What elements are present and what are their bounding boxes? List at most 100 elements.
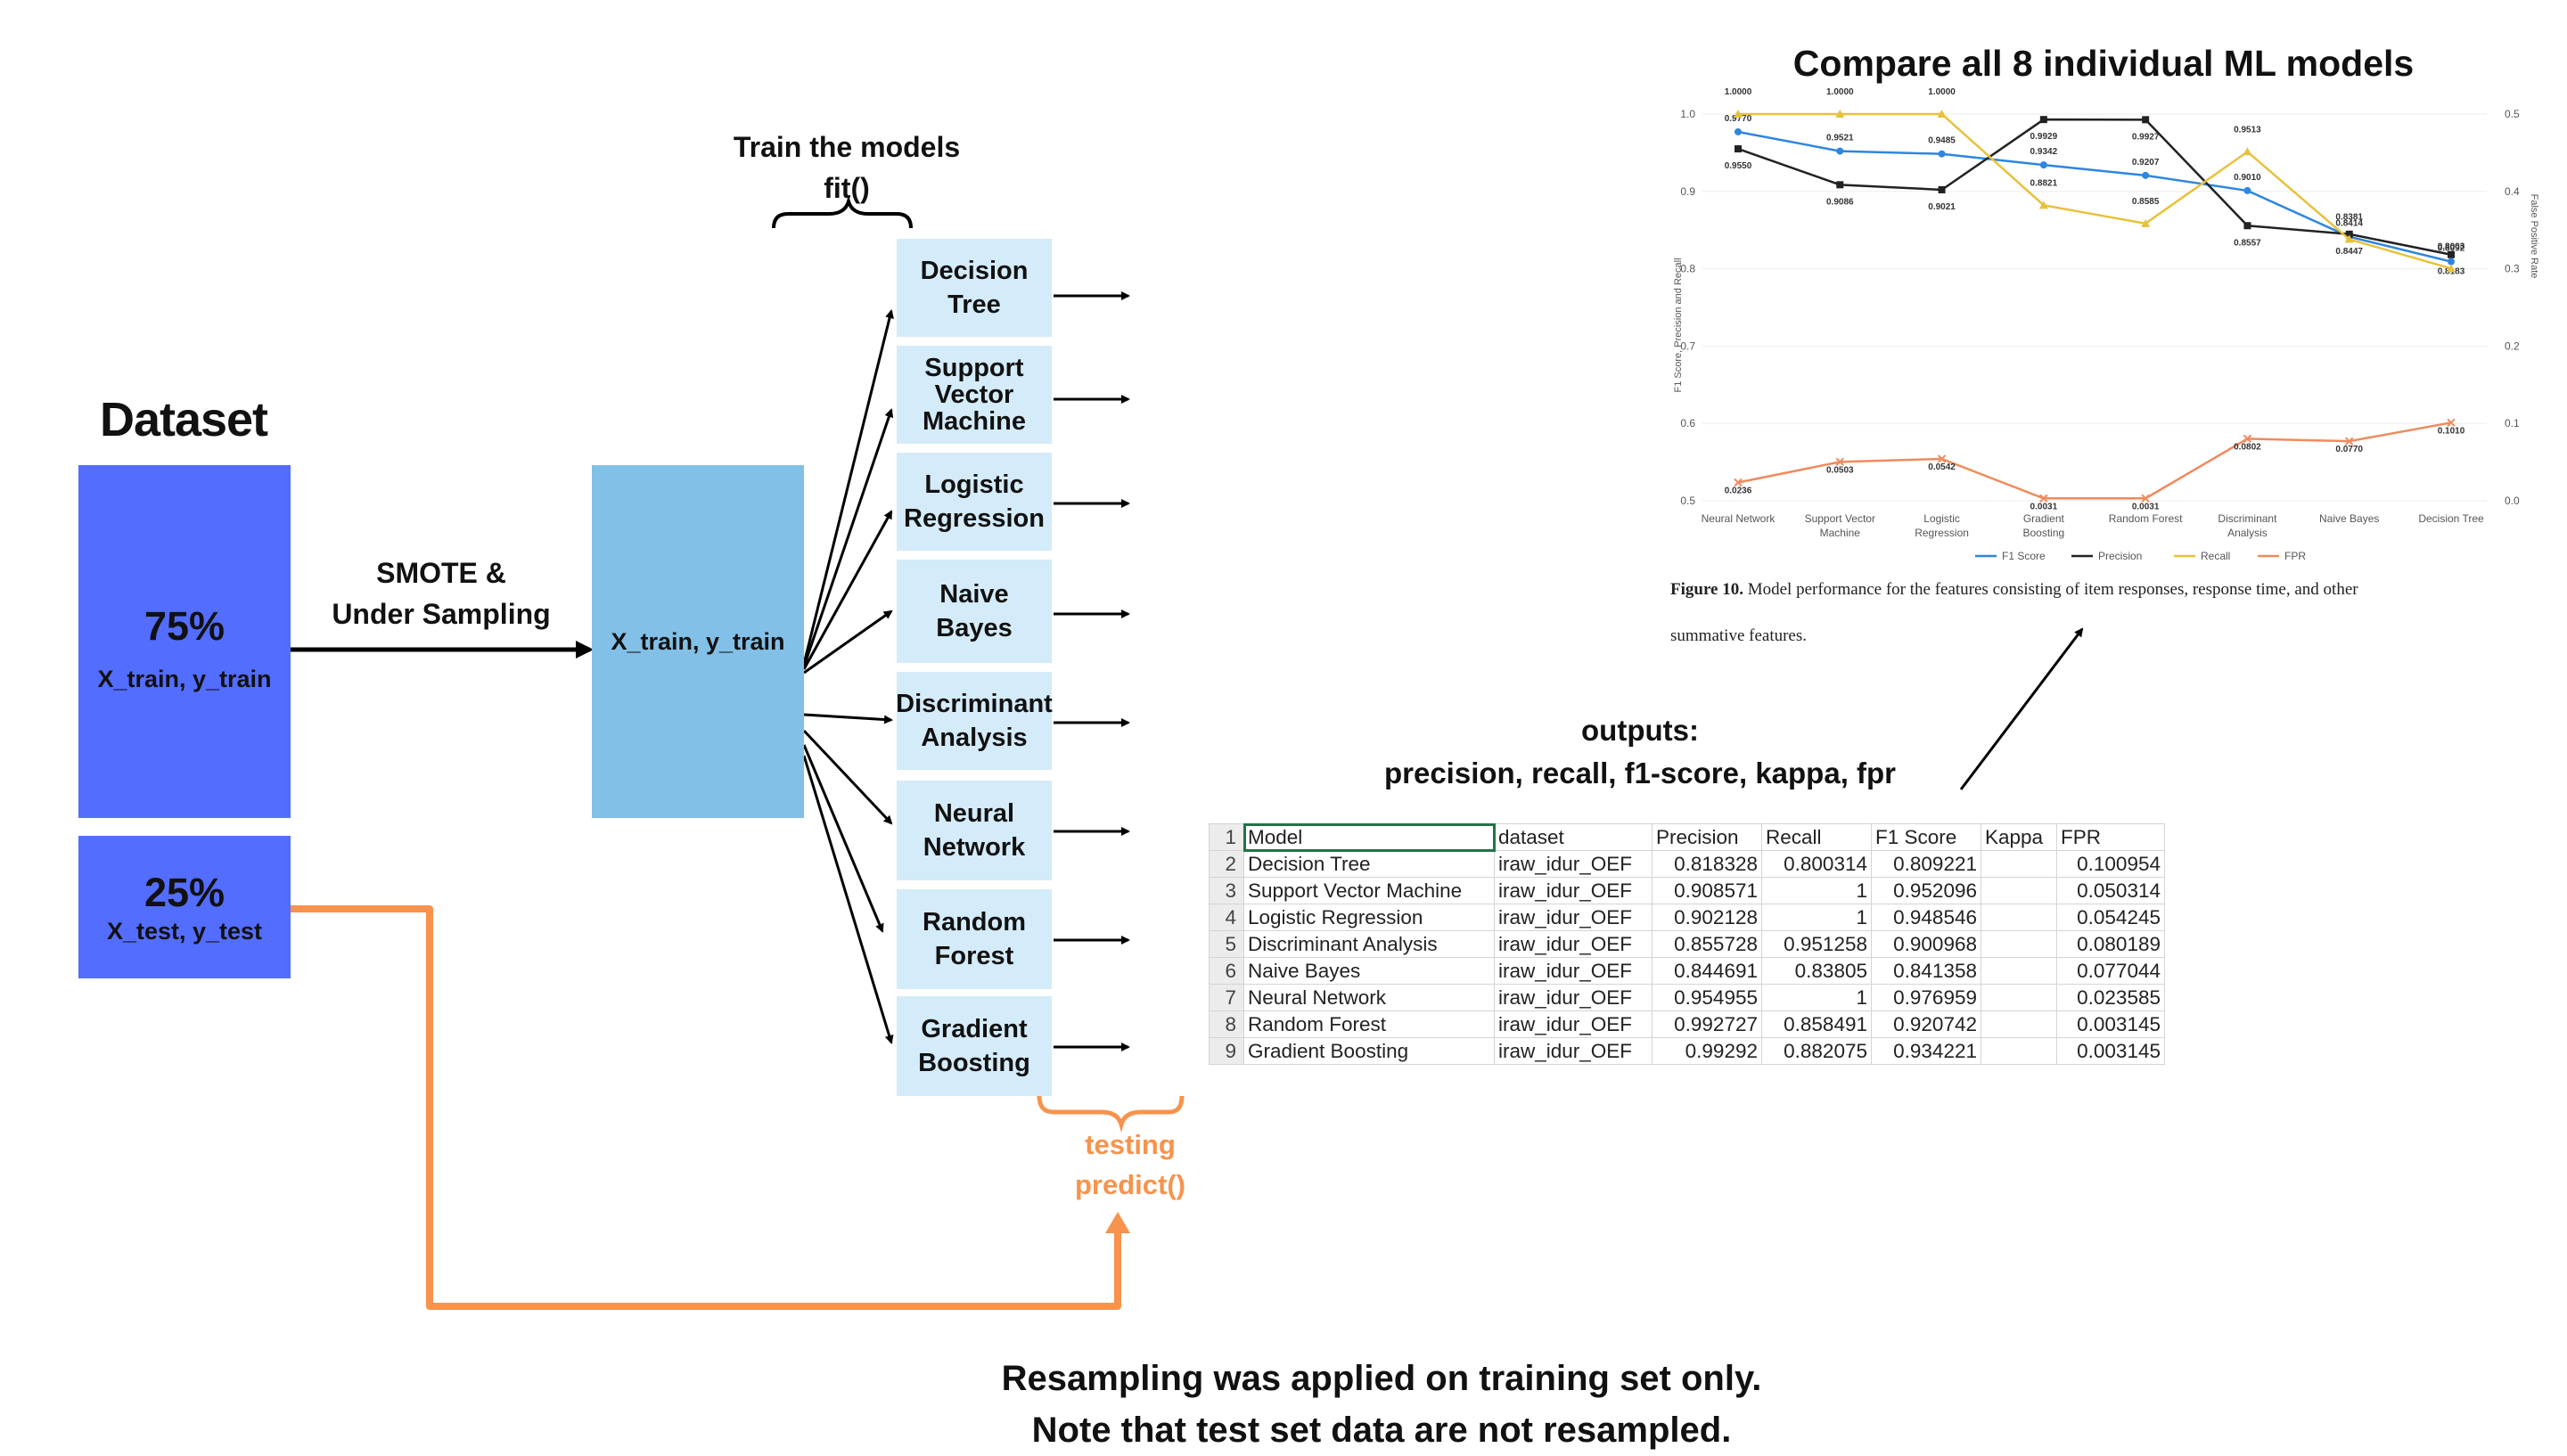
- table-cell: Gradient Boosting: [1243, 1037, 1495, 1065]
- table-cell: iraw_idur_OEF: [1494, 1037, 1653, 1065]
- model-line: Bayes: [936, 614, 1013, 642]
- train-pct: 75%: [144, 602, 226, 649]
- table-cell: Random Forest: [1243, 1010, 1495, 1038]
- table-cell: iraw_idur_OEF: [1494, 1010, 1653, 1038]
- note-line1: Resampling was applied on training set o…: [1001, 1359, 1762, 1398]
- table-cell: 0.809221: [1871, 850, 1981, 878]
- model-line: Naive: [939, 580, 1009, 609]
- fan-arrow-random-forest: [802, 744, 884, 933]
- row-number: 2: [1209, 850, 1244, 878]
- table-cell: 0.077044: [2056, 957, 2165, 985]
- table-cell: Naive Bayes: [1243, 957, 1495, 985]
- caption-line2: summative features.: [1670, 613, 2508, 659]
- model-box-discriminant-analysis: Discriminant Analysis: [896, 672, 1053, 770]
- row-number: 9: [1209, 1037, 1244, 1065]
- table-cell: 0.818328: [1652, 850, 1762, 878]
- row-number: 3: [1209, 877, 1244, 904]
- model-line: Gradient: [921, 1015, 1028, 1043]
- model-box-logistic-regression: Logistic Regression: [897, 453, 1052, 551]
- model-box-svm: Support Vector Machine: [897, 346, 1052, 444]
- results-table-body: 1 Model dataset Precision Recall F1 Score Kapp…: [1209, 822, 2165, 1065]
- table-cell: 1: [1761, 877, 1872, 904]
- train-label: X_train, y_train: [97, 665, 272, 692]
- table-cell: iraw_idur_OEF: [1494, 930, 1653, 958]
- testing-line2: predict(): [1075, 1169, 1185, 1200]
- table-cell: iraw_idur_OEF: [1494, 957, 1653, 985]
- table-cell: Discriminant Analysis: [1243, 930, 1495, 958]
- test-set-path: [291, 905, 1121, 1310]
- table-cell: 0.882075: [1761, 1037, 1872, 1065]
- table-header-cell: Precision: [1652, 823, 1762, 851]
- table-cell: 0.99292: [1652, 1037, 1762, 1065]
- table-cell: 0.050314: [2056, 877, 2165, 904]
- compare-title: Compare all 8 individual ML models: [1792, 43, 2415, 84]
- train-line2: fit(): [824, 172, 870, 204]
- resampling-line2: Under Sampling: [332, 598, 551, 630]
- table-cell: [1981, 1010, 2057, 1038]
- testing-brace: [1037, 1095, 1185, 1133]
- resampling-line1: SMOTE &: [376, 557, 506, 589]
- table-cell: iraw_idur_OEF: [1494, 877, 1653, 904]
- table-cell: 0.080189: [2056, 930, 2165, 958]
- model-line: Discriminant: [896, 690, 1053, 718]
- test-pct: 25%: [144, 869, 226, 915]
- table-row: 3 Support Vector Machine iraw_idur_OEF 0.90…: [1209, 877, 2165, 904]
- table-cell: Decision Tree: [1243, 850, 1495, 878]
- figure-caption: Figure 10. Model performance for the fea…: [1670, 567, 2508, 659]
- model-box-random-forest: Random Forest: [897, 889, 1052, 989]
- model-line: Logistic: [924, 470, 1024, 499]
- table-cell: 0.855728: [1652, 930, 1762, 958]
- testing-label: testing predict(): [1034, 1125, 1226, 1205]
- table-header-cell: Recall: [1761, 823, 1872, 851]
- test-label: X_test, y_test: [106, 917, 263, 945]
- table-cell: 0.948546: [1871, 904, 1981, 931]
- model-line: Boosting: [918, 1049, 1030, 1077]
- table-cell: Support Vector Machine: [1243, 877, 1495, 904]
- table-cell: 0.900968: [1871, 930, 1981, 958]
- table-cell: [1981, 877, 2057, 904]
- table-cell: 0.952096: [1871, 877, 1981, 904]
- table-header-cell: FPR: [2056, 823, 2165, 851]
- table-cell: 1: [1761, 904, 1872, 931]
- model-line: Vector: [934, 380, 1014, 409]
- table-cell: [1981, 984, 2057, 1011]
- table-cell: 0.954955: [1652, 984, 1762, 1011]
- resampling-label: SMOTE & Under Sampling: [312, 552, 570, 634]
- train-models-label: Train the models fit(): [695, 127, 998, 209]
- outputs-line2: precision, recall, f1-score, kappa, fpr: [1383, 757, 1897, 789]
- row-number: 4: [1209, 904, 1244, 931]
- resampled-train-box: X_train, y_train: [592, 465, 804, 818]
- train-split-box: 75% X_train, y_train: [78, 465, 291, 818]
- table-cell: 0.023585: [2056, 984, 2165, 1011]
- outputs-line1: outputs:: [1581, 714, 1699, 747]
- model-line: Network: [923, 833, 1026, 862]
- caption-text2: summative features.: [1670, 626, 1808, 645]
- model-line: Tree: [947, 290, 1001, 319]
- table-header-cell: dataset: [1494, 823, 1653, 851]
- model-line: Forest: [934, 942, 1014, 970]
- table-cell: 0.100954: [2056, 850, 2165, 878]
- table-cell: Neural Network: [1243, 984, 1495, 1011]
- table-cell: [1981, 904, 2057, 931]
- table-cell: 0.976959: [1871, 984, 1981, 1011]
- fan-arrow-discriminant: [803, 713, 893, 724]
- table-cell: [1981, 1037, 2057, 1065]
- fan-arrow-gradient: [802, 755, 894, 1044]
- caption-label: Figure 10.: [1670, 580, 1743, 599]
- model-box-neural-network: Neural Network: [897, 781, 1052, 880]
- table-cell: iraw_idur_OEF: [1494, 904, 1653, 931]
- table-row: 6 Naive Bayes iraw_idur_OEF 0.844691 0.83805…: [1209, 957, 2165, 985]
- dataset-title: Dataset: [99, 393, 268, 446]
- table-to-chart-arrow: [1959, 627, 2084, 790]
- fan-arrow-naive-bayes: [803, 609, 893, 675]
- model-line: Neural: [933, 799, 1015, 828]
- table-header-cell: Kappa: [1981, 823, 2057, 851]
- test-split-box: 25% X_test, y_test: [78, 836, 291, 978]
- table-cell: Logistic Regression: [1243, 904, 1495, 931]
- fan-arrows: [802, 309, 894, 1044]
- table-cell: [1981, 930, 2057, 958]
- fan-arrow-logistic: [802, 510, 893, 670]
- table-row: 8 Random Forest iraw_idur_OEF 0.992727 0.858…: [1209, 1010, 2165, 1038]
- table-cell: [1981, 957, 2057, 985]
- table-cell: 0.902128: [1652, 904, 1762, 931]
